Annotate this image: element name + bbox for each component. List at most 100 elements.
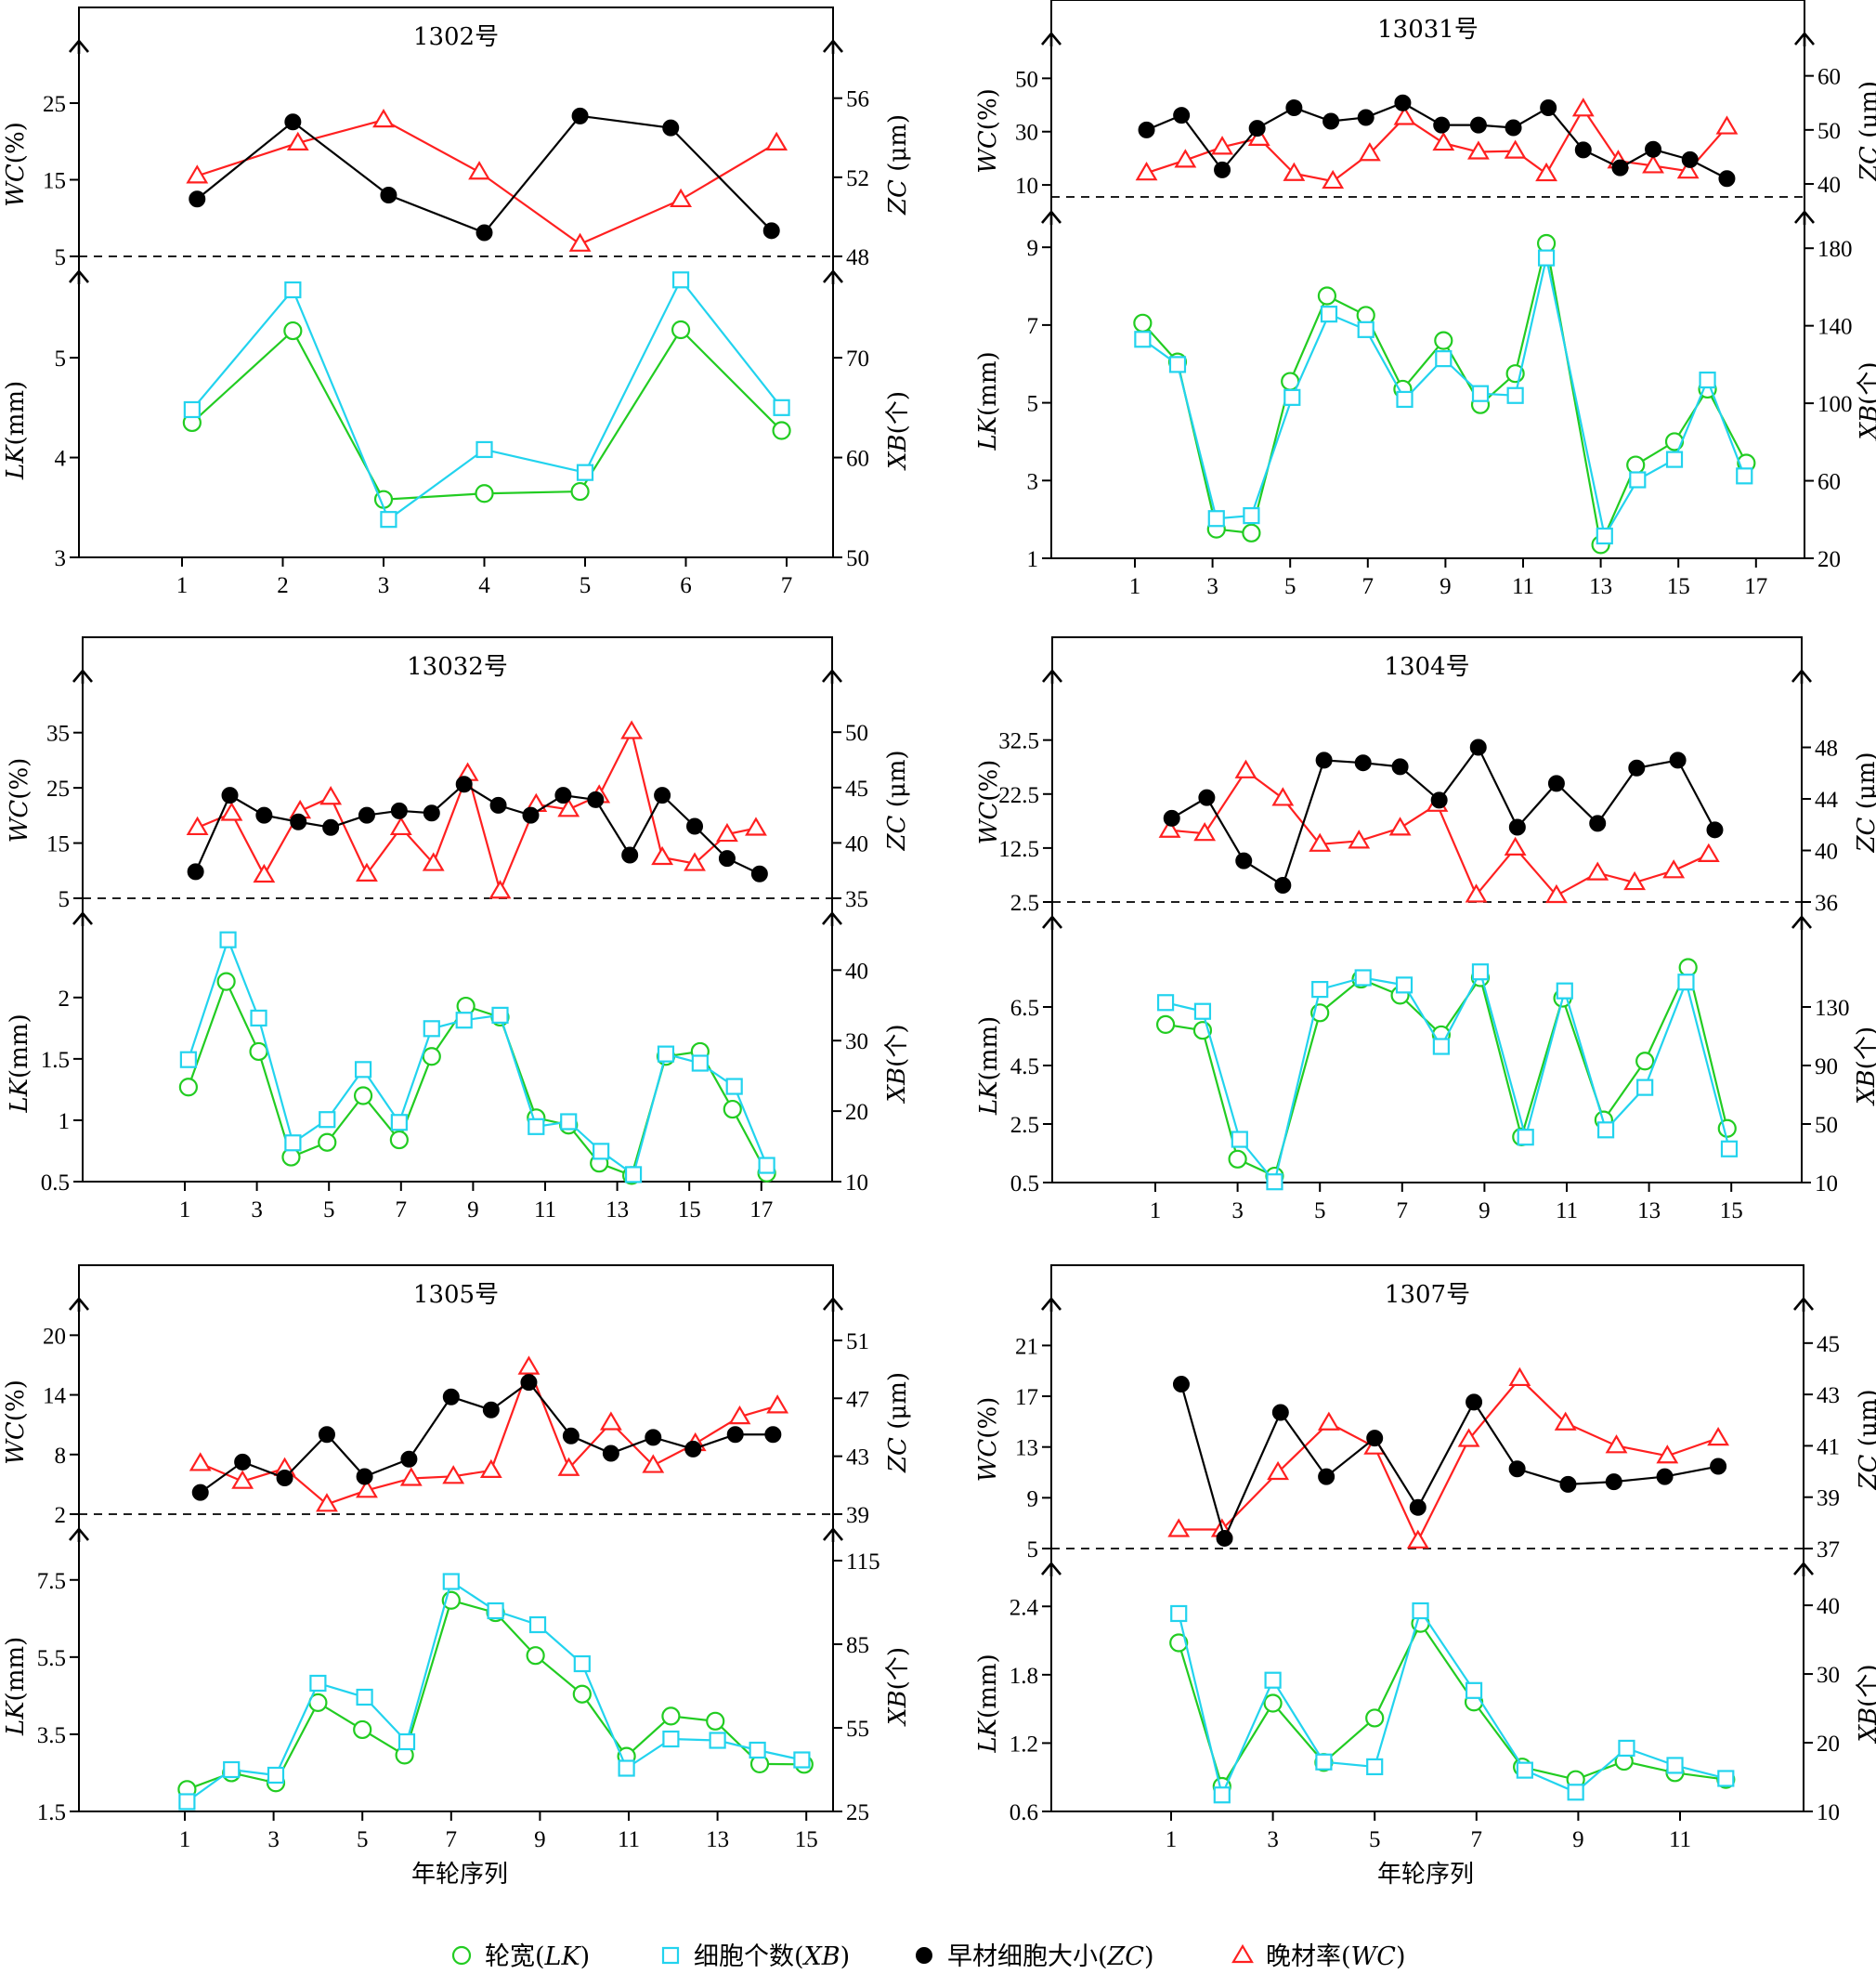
xb-tick-label: 130	[1815, 996, 1850, 1021]
lk-series-line	[191, 328, 783, 501]
xb-point	[1516, 1761, 1533, 1779]
x-tick-label: 11	[1512, 574, 1534, 599]
panel-frame	[1051, 636, 1803, 1183]
x-tick-label: 11	[1669, 1827, 1691, 1852]
xb-point	[1677, 974, 1695, 991]
wc-point	[1697, 843, 1720, 862]
upper-plot: WC(%) ZC (μm) 2.5 12.5 22.5 32.5 36 40 44 48	[975, 668, 1876, 916]
xb-point	[1412, 1601, 1429, 1620]
x-tick-label: 7	[781, 573, 793, 598]
xb-point	[1717, 1770, 1735, 1787]
wc-tick-label: 32.5	[998, 729, 1039, 754]
x-tick-label: 3	[378, 573, 390, 598]
lk-point	[1536, 233, 1557, 254]
lower-plot: LK(mm) XB(个) 1.5 3.5 5.5 7.5 25 55 85 115	[2, 1526, 912, 1825]
x-tick-label: 5	[357, 1827, 369, 1852]
x-tick-label: 3	[251, 1197, 263, 1222]
xb-point	[1435, 350, 1453, 368]
legend-label-zc: 早材细胞大小(ZC)	[947, 1942, 1154, 1971]
wc-point	[186, 816, 209, 836]
lk-point	[1678, 958, 1698, 977]
lk-point	[1242, 523, 1261, 543]
x-tick-label: 5	[1314, 1198, 1326, 1223]
wc-point	[557, 1457, 580, 1476]
x-tick-label: 3	[267, 1827, 280, 1852]
xb-point	[1193, 1002, 1212, 1020]
lk-tick-label: 7	[1027, 314, 1039, 339]
wc-point	[684, 852, 706, 871]
x-tick-label: 13	[706, 1827, 729, 1852]
lk-tick-label: 6.5	[1010, 996, 1039, 1021]
zc-point	[1574, 141, 1592, 159]
xb-point	[528, 1118, 545, 1135]
zc-tick-label: 44	[1815, 788, 1839, 813]
lk-point	[572, 1684, 592, 1704]
wc-tick-label: 17	[1015, 1385, 1038, 1410]
xb-point	[1207, 510, 1225, 528]
xb-point	[390, 1114, 408, 1131]
wc-point	[1662, 859, 1686, 879]
xb-tick-label: 60	[846, 447, 869, 472]
wc-point	[1676, 160, 1700, 179]
xb-point	[1395, 976, 1414, 994]
wc-point	[670, 188, 692, 208]
wc-tick-label: 12.5	[998, 837, 1039, 862]
wc-point	[1707, 1426, 1730, 1446]
wc-point	[1211, 136, 1233, 155]
xb-axis-label: XB(个)	[884, 391, 912, 471]
xb-tick-label: 55	[846, 1717, 869, 1742]
lk-tick-label: 5.5	[37, 1646, 66, 1671]
zc-point	[455, 776, 473, 793]
xb-point	[1666, 1757, 1684, 1774]
lk-tick-label: 1.2	[1010, 1732, 1038, 1757]
xb-point	[491, 1006, 509, 1024]
lk-point	[1263, 1693, 1283, 1713]
zc-tick-label: 52	[846, 166, 869, 191]
xb-point	[1665, 451, 1684, 468]
zc-point	[520, 1374, 538, 1392]
legend: 轮宽(LK) 细胞个数(XB) 早材细胞大小(ZC) 晚材率(WC)	[451, 1942, 1406, 1971]
zc-tick-label: 39	[1817, 1486, 1840, 1511]
xb-point	[380, 511, 397, 529]
zc-series-line	[1146, 101, 1727, 180]
zc-point	[1354, 754, 1372, 772]
x-tick-label: 5	[1369, 1827, 1381, 1852]
zc-point	[762, 222, 780, 240]
wc-point	[220, 802, 243, 821]
lk-point	[389, 1130, 409, 1150]
lk-point	[216, 972, 236, 991]
wc-point	[1586, 861, 1609, 881]
panel-frame	[78, 1264, 834, 1812]
wc-axis-label: WC(%)	[2, 1379, 30, 1465]
lk-point	[1155, 1014, 1176, 1035]
wc-point	[716, 822, 738, 843]
xb-point	[573, 1654, 591, 1673]
lk-tick-label: 5	[55, 346, 67, 372]
upper-plot: WC(%) ZC (μm) 5 15 25 35 35 40 45 50	[6, 668, 911, 912]
xb-point	[1537, 249, 1556, 267]
x-tick-label: 17	[1744, 574, 1767, 599]
x-tick-label: 5	[580, 573, 592, 598]
zc-point	[1469, 116, 1487, 134]
xb-tick-label: 50	[1815, 1113, 1838, 1138]
wc-point	[745, 817, 767, 836]
lk-point	[570, 481, 590, 502]
zc-point	[476, 224, 493, 242]
wc-point	[651, 845, 674, 866]
zc-point	[1547, 775, 1565, 792]
wc-point	[1554, 1411, 1577, 1431]
wc-point	[1135, 162, 1158, 181]
wc-point	[1167, 1518, 1191, 1537]
legend-item-wc: 晚材率(WC)	[1231, 1942, 1406, 1971]
wc-point	[489, 880, 512, 899]
xb-point	[528, 1615, 547, 1634]
wc-point	[356, 862, 378, 882]
zc-point	[1508, 818, 1526, 836]
xb-point	[284, 281, 302, 299]
wc-point	[765, 131, 788, 150]
lower-plot: LK(mm) XB(个) 0.5 1 1.5 2 10 20 30 40	[6, 910, 911, 1196]
lk-series-line	[187, 1599, 804, 1791]
lower-plot: LK(mm) XB(个) 0.5 2.5 4.5 6.5 10 50 90 130	[975, 914, 1876, 1196]
